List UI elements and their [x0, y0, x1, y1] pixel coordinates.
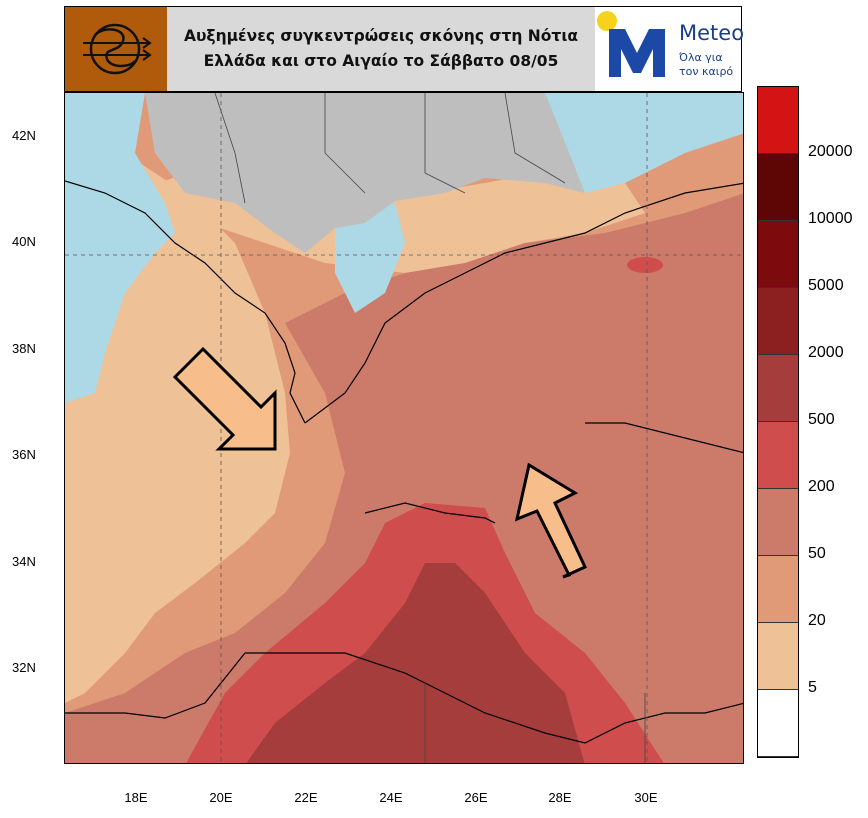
legend-swatch: [758, 489, 798, 556]
brand-tagline-1: Όλα για: [679, 51, 723, 64]
legend-label: 5: [808, 679, 817, 696]
lon-label: 30E: [634, 790, 658, 805]
legend-swatch: [758, 221, 798, 288]
wind-arrow-west: [172, 346, 277, 451]
storm-spiral-icon: [65, 7, 167, 91]
lon-label: 26E: [464, 790, 488, 805]
legend-label: 5000: [808, 277, 844, 294]
dust-patch-ne: [627, 257, 663, 273]
legend-label: 50: [808, 545, 826, 562]
wind-arrow-southeast: [514, 462, 588, 579]
lon-label: 22E: [294, 790, 318, 805]
legend-label: 20000: [808, 143, 853, 160]
lat-label: 40N: [12, 234, 36, 249]
borders: [214, 93, 646, 763]
brand-tagline-2: τον καιρό: [679, 64, 734, 78]
color-legend: [757, 86, 799, 758]
legend-swatch: [758, 288, 798, 355]
graticule: [65, 93, 743, 763]
legend-swatch: [758, 623, 798, 690]
lon-label: 28E: [548, 790, 572, 805]
lon-label: 18E: [124, 790, 148, 805]
legend-label: 500: [808, 411, 835, 428]
legend-label: 20: [808, 612, 826, 629]
sea-black-sea: [545, 93, 743, 193]
sea-west: [65, 93, 175, 403]
lon-label: 24E: [379, 790, 403, 805]
meteo-m-icon: [597, 11, 665, 77]
legend-label: 10000: [808, 210, 853, 227]
lat-label: 38N: [12, 341, 36, 356]
land-balkans: [145, 93, 585, 253]
lon-label: 20E: [209, 790, 233, 805]
dust-concentration-map: [64, 92, 744, 764]
dust-band-500: [246, 563, 585, 763]
meteo-logo: Meteo Όλα για τον καιρό: [595, 7, 745, 91]
legend-swatch: [758, 154, 798, 221]
legend-swatch: [758, 87, 798, 154]
brand-tagline: Όλα για τον καιρό: [679, 51, 733, 79]
legend-label: 2000: [808, 344, 844, 361]
lat-label: 36N: [12, 447, 36, 462]
lat-label: 32N: [12, 660, 36, 675]
header-banner: Αυξημένες συγκεντρώσεις σκόνης στη Νότια…: [64, 6, 745, 92]
title-line-2: Ελλάδα και στο Αιγαίο το Σάββατο 08/05: [203, 52, 559, 70]
legend-swatch: [758, 355, 798, 422]
legend-swatch: [758, 690, 798, 757]
lat-label: 34N: [12, 554, 36, 569]
legend-label: 200: [808, 478, 835, 495]
sea-aegean-north: [335, 203, 405, 313]
map-title: Αυξημένες συγκεντρώσεις σκόνης στη Νότια…: [167, 7, 595, 91]
title-line-1: Αυξημένες συγκεντρώσεις σκόνης στη Νότια: [183, 27, 579, 46]
legend-swatch: [758, 556, 798, 623]
brand-name: Meteo: [679, 21, 745, 45]
dust-band-50: [65, 193, 743, 763]
legend-swatch: [758, 422, 798, 489]
lat-label: 42N: [12, 128, 36, 143]
